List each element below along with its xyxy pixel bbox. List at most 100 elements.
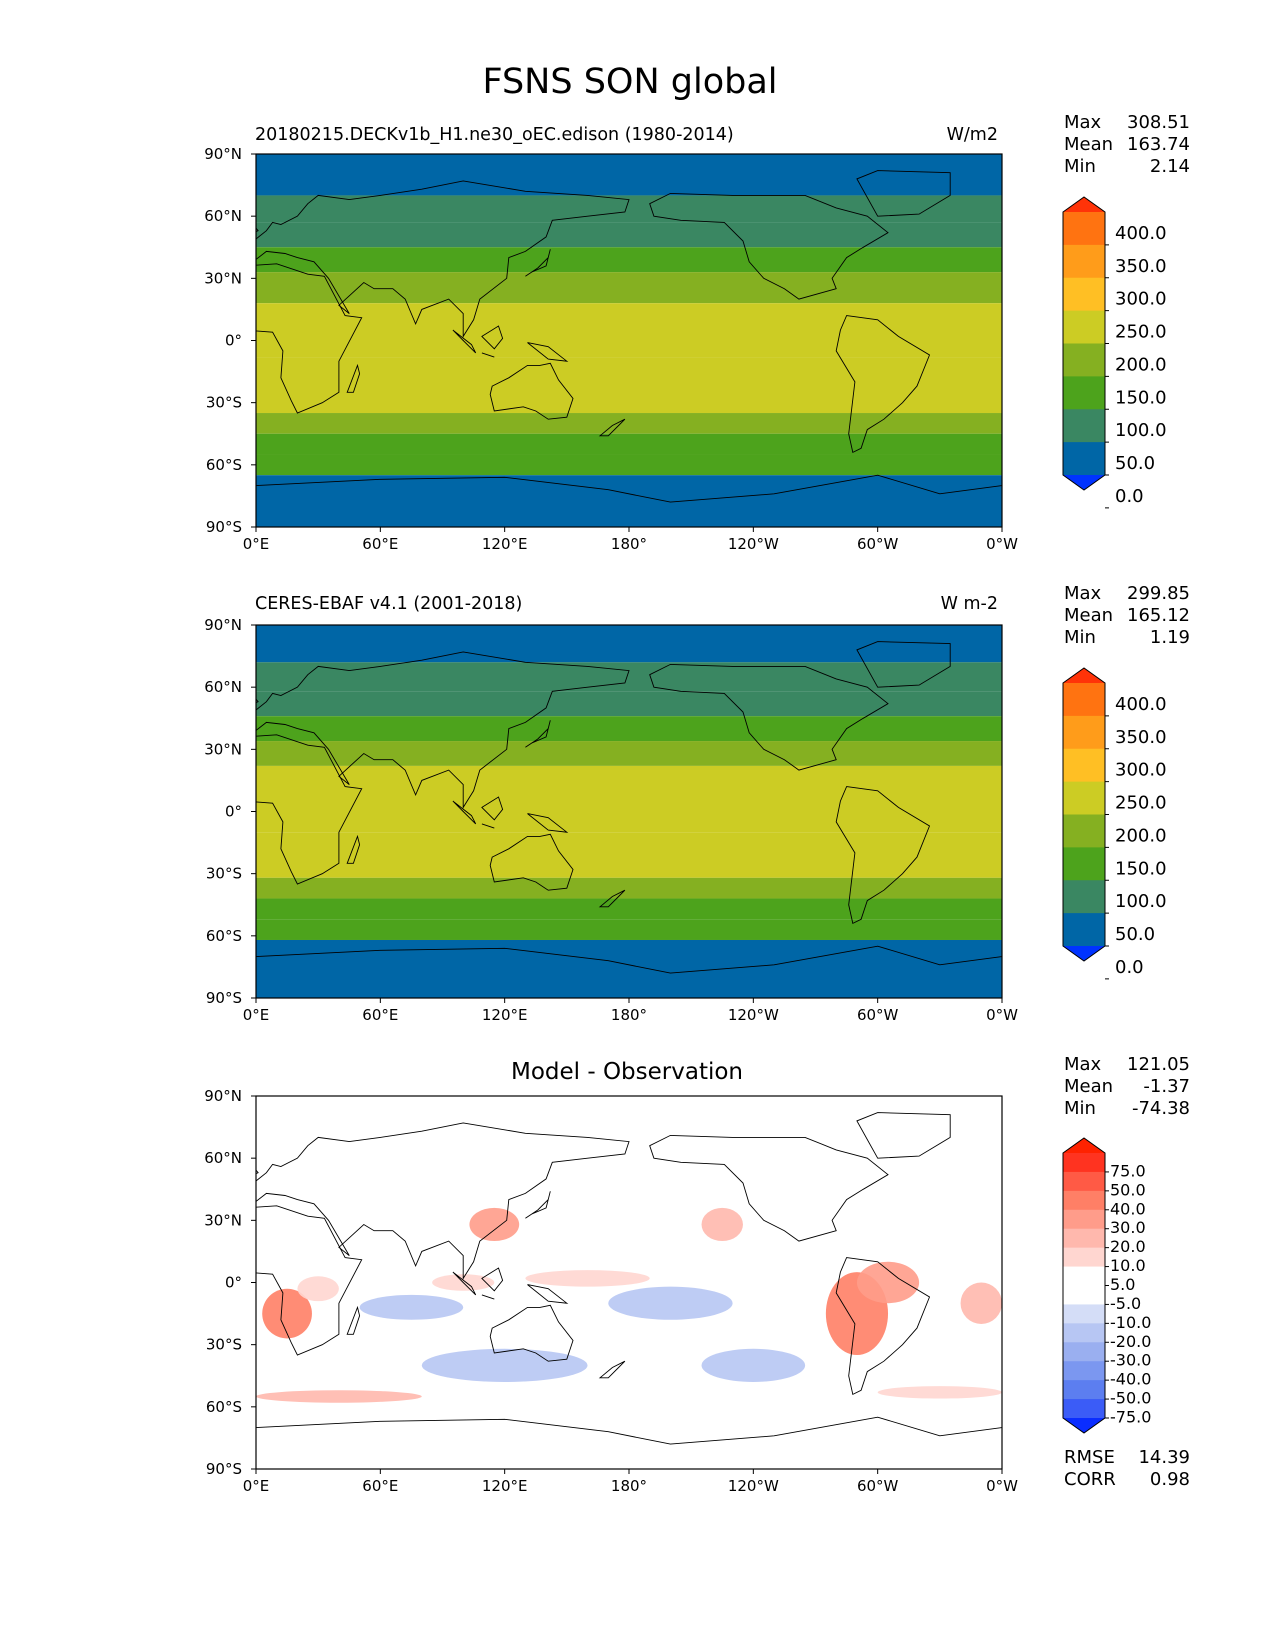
band-9	[256, 454, 1002, 476]
colorbar-tick-label: 250.0	[1115, 322, 1167, 343]
colorbar-tick-label: 40.0	[1110, 1199, 1146, 1218]
colorbar-tick-label: 75.0	[1110, 1161, 1146, 1180]
panel-diff-title: Model - Observation	[511, 1059, 743, 1085]
stat-value-max: 308.51	[1127, 112, 1190, 133]
x-tick-label: 120°E	[482, 1477, 528, 1495]
coastline-6	[256, 474, 1002, 527]
colorbar-extend-min	[1063, 475, 1105, 490]
band-6	[256, 357, 1002, 414]
stat-value-mean: 165.12	[1127, 605, 1190, 626]
colorbar-segment	[1063, 1209, 1105, 1230]
y-tick-label: 30°S	[206, 394, 242, 412]
colorbar-tick-label: 50.0	[1110, 1180, 1146, 1199]
colorbar-extend-min	[1063, 1418, 1105, 1433]
colorbar-segment	[1063, 1171, 1105, 1192]
colorbar-tick-label: 150.0	[1115, 387, 1167, 408]
x-tick-label: 0°W	[986, 1006, 1018, 1024]
colorbar-tick-label: 150.0	[1115, 858, 1167, 879]
coastline-3	[649, 1134, 889, 1242]
colorbar-tick-label: 10.0	[1110, 1256, 1146, 1275]
panel-diff-colorbar: 75.050.040.030.020.010.05.0-5.0-10.0-20.…	[1062, 1137, 1151, 1434]
colorbar-segment	[1063, 1399, 1105, 1419]
band-2	[256, 691, 1002, 717]
stat-value-min: -74.38	[1132, 1098, 1190, 1119]
coastline-1	[256, 1122, 630, 1280]
coastline-5	[856, 641, 951, 688]
y-tick-label: 90°S	[206, 1460, 242, 1478]
band-10	[256, 939, 1002, 998]
anomaly-0	[262, 1288, 312, 1339]
stat-label-corr: CORR	[1064, 1469, 1116, 1490]
coastline-4	[835, 1257, 931, 1396]
colorbar-tick-label: 5.0	[1110, 1275, 1135, 1294]
colorbar-segment	[1063, 310, 1105, 345]
anomaly-9	[856, 1261, 920, 1304]
panel-diff-stats: Max 121.05 Mean -1.37 Min -74.38	[1064, 1054, 1190, 1119]
panel-obs-colorbar: 400.0 350.0 300.0 250.0 200.0 150.0 100.0 50.0 0…	[1062, 667, 1167, 980]
coastline-8	[481, 823, 495, 829]
band-0	[256, 154, 1002, 196]
x-tick-label: 60°W	[857, 535, 899, 553]
coastline-9	[481, 796, 504, 821]
anomaly-12	[877, 1386, 1002, 1399]
colorbar-segment	[1063, 343, 1105, 377]
colorbar-segment	[1063, 277, 1105, 312]
colorbar-segment	[1063, 376, 1105, 410]
coastline-2	[489, 1304, 574, 1362]
colorbar-tick-label: 20.0	[1110, 1237, 1146, 1256]
coastline-9	[481, 1267, 504, 1292]
colorbar-segment	[1063, 1342, 1105, 1362]
x-tick-label: 60°W	[857, 1477, 899, 1495]
stat-label-min: Min	[1064, 1098, 1096, 1119]
coastline-7	[452, 329, 477, 354]
stat-label-max: Max	[1064, 583, 1102, 604]
y-tick-label: 90°N	[204, 616, 242, 634]
colorbar-tick-label: -5.0	[1110, 1294, 1141, 1313]
colorbar-tick-label: 100.0	[1115, 420, 1167, 441]
anomaly-7	[701, 1207, 743, 1242]
stat-value-mean: -1.37	[1143, 1076, 1190, 1097]
colorbar-segment	[1063, 409, 1105, 443]
y-tick-label: 30°N	[204, 740, 242, 758]
colorbar-tick-label: -50.0	[1110, 1389, 1151, 1408]
anomaly-14	[701, 1348, 806, 1382]
y-tick-label: 60°N	[204, 207, 242, 225]
y-tick-label: 90°N	[204, 145, 242, 163]
stat-label-mean: Mean	[1064, 605, 1113, 626]
colorbar-segment	[1063, 748, 1105, 783]
coastline-1	[256, 180, 630, 338]
panel-obs-title: CERES-EBAF v4.1 (2001-2018)	[255, 594, 522, 614]
colorbar-segment	[1063, 1266, 1105, 1287]
colorbar-extend-max	[1063, 668, 1105, 683]
coastline-12	[598, 889, 626, 908]
colorbar-tick-label: 50.0	[1115, 453, 1155, 474]
coastline-7	[452, 1271, 477, 1296]
stat-label-max: Max	[1064, 1054, 1102, 1075]
band-8	[256, 898, 1002, 920]
y-tick-label: 30°S	[206, 865, 242, 883]
stat-label-max: Max	[1064, 112, 1102, 133]
panel-diff: Model - Observation 0°E 60°E 120°E 180° 120°…	[204, 1054, 1190, 1495]
coastline-3	[649, 192, 889, 300]
coastline-2	[489, 362, 574, 420]
band-2	[256, 222, 1002, 248]
stat-value-max: 299.85	[1127, 583, 1190, 604]
colorbar-tick-label: -30.0	[1110, 1351, 1151, 1370]
x-tick-label: 0°E	[243, 1477, 270, 1495]
x-tick-label: 120°W	[728, 1477, 779, 1495]
x-tick-label: 0°E	[243, 1006, 270, 1024]
panel-model: 20180215.DECKv1b_H1.ne30_oEC.edison (198…	[204, 112, 1190, 553]
x-tick-label: 60°E	[362, 1477, 398, 1495]
anomaly-5	[525, 1270, 650, 1287]
coastline-12	[598, 418, 626, 437]
colorbar-extend-min	[1063, 946, 1105, 961]
y-tick-label: 60°N	[204, 1149, 242, 1167]
anomaly-2	[359, 1294, 464, 1320]
band-3	[256, 247, 1002, 273]
coastline-13	[346, 1305, 361, 1335]
coastline-0	[256, 263, 363, 414]
colorbar-segment	[1063, 880, 1105, 914]
stat-value-min: 2.14	[1150, 156, 1190, 177]
panel-model-stats: Max 308.51 Mean 163.74 Min 2.14	[1064, 112, 1190, 177]
